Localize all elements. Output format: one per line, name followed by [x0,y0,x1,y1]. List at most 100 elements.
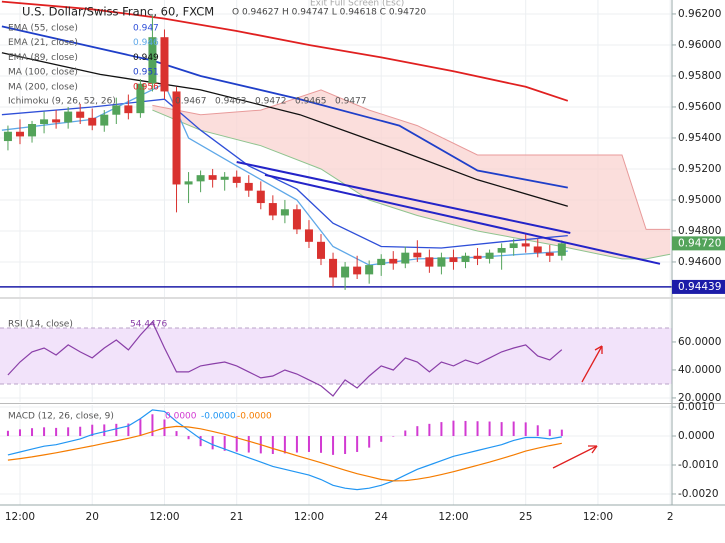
macd-histogram-bar [500,422,503,437]
legend-name: EMA (89, close) [8,53,78,63]
candle-body [509,243,518,249]
legend-value: 0.946 [133,38,159,48]
ichimoku-span [152,89,671,230]
macd-histogram-bar [356,436,359,452]
legend-value: 0.9467 [175,97,207,107]
macd-histogram-bar [464,420,467,437]
candle-body [160,37,169,92]
x-tick-label: 21 [230,511,243,523]
macd-histogram-bar [18,429,21,437]
trendline [264,173,661,265]
rsi-line [7,320,563,397]
macd-histogram-bar [332,436,335,455]
legend-value: 0.9477 [335,97,367,107]
macd-histogram-bar [55,427,58,437]
price-label-box [672,279,725,294]
candle-body [184,181,193,185]
macd-histogram-bar [392,436,395,437]
y-tick-label: 20.0000 [678,392,721,404]
candle-body [136,83,145,114]
price-label: 0.94439 [678,281,721,293]
candle-body [521,243,530,247]
indicator-line [1,0,569,102]
annotation-arrow [581,345,603,383]
candle-body [341,266,350,278]
candle-body [461,255,470,262]
candle-body [15,131,24,137]
macd-histogram-bar [283,436,286,454]
candle-body [280,209,289,216]
macd-histogram-bar [488,421,491,437]
y-tick-label: 0.94600 [678,256,721,268]
x-tick-label: 12:00 [5,511,35,523]
macd-histogram-bar [6,430,9,437]
candle-body [208,175,217,180]
legend-value: 54.4476 [130,320,167,330]
candle-body [317,241,326,259]
macd-histogram-bar [175,431,178,437]
candle-body [401,252,410,264]
macd-histogram-bar [223,436,226,451]
macd-line [7,409,562,491]
candle-body [304,229,313,242]
ohlc-text: O 0.94627 H 0.94747 L 0.94618 C 0.94720 [232,8,426,18]
candle-body [76,111,85,118]
candle-body [196,175,205,182]
macd-histogram-bar [476,421,479,437]
legend-name: MA (100, close) [8,68,78,78]
overlay-text: Exit Full Screen (Esc) [310,0,404,9]
candle-body [533,246,542,253]
candle-body [377,258,386,266]
annotation-arrow [552,445,598,469]
macd-histogram-bar [524,422,527,437]
y-tick-label: 0.94800 [678,225,721,237]
macd-histogram-bar [271,436,274,454]
x-tick-label: 20 [86,511,99,523]
legend-value: 0.949 [133,53,159,63]
legend-value: 0.947 [133,24,159,34]
candle-body [220,176,229,180]
candle-body [100,114,109,126]
legend-name: Ichimoku (9, 26, 52, 26) [8,97,116,107]
macd-histogram-bar [380,436,383,442]
candle-body [353,266,362,275]
macd-histogram-bar [368,436,371,448]
candle-body [40,119,49,125]
candle-body [64,111,73,123]
x-tick-label: 2 [667,511,674,523]
x-tick-label: 25 [519,511,532,523]
legend-value: 0.951 [133,68,159,78]
x-tick-label: 12:00 [149,511,179,523]
candle-body [557,243,566,256]
macd-histogram-bar [151,414,154,437]
legend-value: -0.0000 [237,412,272,422]
candle-body [329,258,338,278]
x-tick-label: 12:00 [438,511,468,523]
x-tick-label: 12:00 [294,511,324,523]
candle-body [244,182,253,191]
macd-histogram-bar [560,429,563,437]
macd-histogram-bar [404,430,407,437]
legend-value: 0.9465 [295,97,327,107]
macd-histogram-bar [115,423,118,437]
ichimoku-span [152,109,671,260]
legend-name: EMA (55, close) [8,24,78,34]
macd-histogram-bar [512,421,515,437]
y-tick-label: 0.95400 [678,132,721,144]
macd-histogram-bar [31,428,34,437]
candle-body [389,258,398,264]
legend-name: RSI (14, close) [8,320,73,330]
y-tick-label: 0.96200 [678,8,721,20]
y-tick-label: 0.0010 [678,401,715,413]
candle-body [425,257,434,267]
y-tick-label: 60.0000 [678,336,721,348]
candle-body [365,265,374,275]
ichimoku-cloud [152,89,671,259]
macd-histogram-bar [428,423,431,437]
candle-body [449,257,458,262]
macd-histogram-bar [320,436,323,453]
macd-histogram-bar [536,425,539,437]
legend-name: EMA (21, close) [8,38,78,48]
candle-body [413,252,422,258]
